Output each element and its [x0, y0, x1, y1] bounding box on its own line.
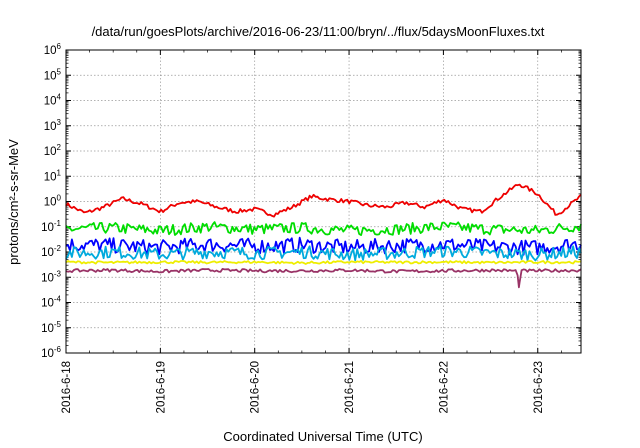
y-tick-label: 106 — [44, 42, 62, 57]
y-tick-label: 10-5 — [41, 320, 61, 335]
y-tick-label: 100 — [44, 194, 62, 209]
y-tick-label: 105 — [44, 67, 62, 82]
plot-frame — [65, 49, 582, 354]
x-tick-label: 2016-6-19 — [155, 361, 167, 413]
y-tick-label: 101 — [44, 168, 62, 183]
y-tick-label: 102 — [44, 143, 62, 158]
x-tick-label: 2016-6-21 — [344, 361, 356, 413]
y-tick-label: 10-6 — [41, 345, 61, 360]
y-tick-label: 10-3 — [41, 269, 61, 284]
y-tick-label: 10-4 — [41, 295, 61, 310]
y-tick-label: 10-2 — [41, 244, 61, 259]
y-tick-label: 10-1 — [41, 219, 61, 234]
x-tick-label: 2016-6-22 — [438, 361, 450, 413]
x-axis-label: Coordinated Universal Time (UTC) — [223, 429, 422, 444]
chart-title: /data/run/goesPlots/archive/2016-06-23/1… — [92, 24, 545, 39]
series-line-1 — [65, 221, 582, 237]
x-tick-label: 2016-6-18 — [61, 361, 73, 413]
y-axis-ticks: 106 105 104 103 102 101 100 10-1 10-2 10-3 10-4 10-… — [41, 42, 581, 360]
series-line-4 — [65, 259, 582, 265]
series-group — [65, 183, 582, 289]
series-line-0 — [65, 183, 582, 218]
series-line-2 — [65, 236, 582, 256]
y-tick-label: 103 — [44, 118, 62, 133]
y-tick-label: 104 — [44, 93, 62, 108]
series-line-5 — [65, 267, 582, 289]
x-axis-ticks: 2016-6-18 2016-6-19 2016-6-20 2016-6-21 2016… — [61, 50, 562, 413]
series-line-3 — [65, 244, 582, 262]
grid-lines — [66, 50, 581, 353]
y-axis-label: protons/cm²-s-sr-MeV — [6, 139, 21, 265]
x-tick-label: 2016-6-23 — [533, 361, 545, 413]
x-tick-label: 2016-6-20 — [250, 361, 262, 413]
